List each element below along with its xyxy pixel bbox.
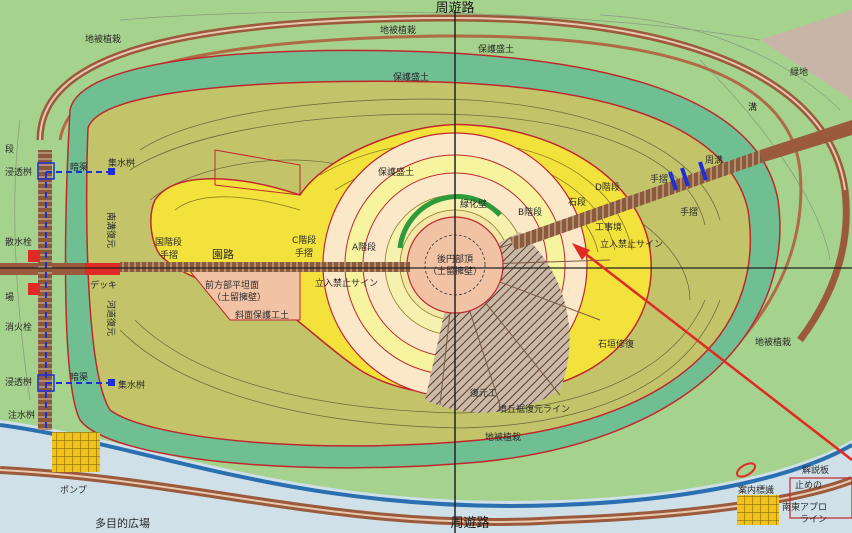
pink-boundary xyxy=(760,10,852,100)
callout-arrow-line xyxy=(577,247,852,461)
label-stair-1: 国階段 xyxy=(155,236,182,248)
ne-path xyxy=(760,120,852,162)
label-handrail-3: 手摺 xyxy=(650,173,668,185)
label-title-top: 周遊路 xyxy=(435,0,474,16)
label-ground-cover-2: 地被植栽 xyxy=(380,24,416,36)
label-ditch: 溝 xyxy=(748,101,757,113)
west-vertical-path xyxy=(38,150,52,430)
label-moat: 周溝 xyxy=(705,154,723,166)
label-stair-3: A階段 xyxy=(352,241,376,253)
yellow-plaza-east xyxy=(737,495,779,525)
blue-markers xyxy=(668,161,708,191)
label-walkway: 園路 xyxy=(212,248,234,261)
label-guide-sign: 案内標識 xyxy=(738,484,774,496)
red-marker-1 xyxy=(28,250,40,262)
label-inlet: 注水桝 xyxy=(8,409,35,421)
label-restore: 復元工 xyxy=(470,387,497,399)
label-left-a: 段 xyxy=(5,143,14,155)
label-ground-cover-1: 地被植栽 xyxy=(85,33,121,45)
label-stone-steps: 石段 xyxy=(568,196,586,208)
green-arc xyxy=(397,194,502,249)
label-slope: 斜面保護工土 xyxy=(235,309,289,321)
label-stair-4: B階段 xyxy=(518,206,542,218)
label-stone: 石垣修復 xyxy=(598,338,634,350)
label-handrail-2: 手摺 xyxy=(295,247,313,259)
label-boundary: 工事境 xyxy=(595,221,622,233)
label-hem-line: 墳丘裾復元ライン xyxy=(498,403,570,415)
callout-arrow-head xyxy=(572,243,590,260)
label-info-board: 解説板 xyxy=(802,464,829,476)
yellow-plaza-west xyxy=(52,432,100,472)
label-pump: ポンプ xyxy=(60,485,87,496)
label-protect-2: 保護盛土 xyxy=(393,71,429,83)
label-no-entry-2: 立入禁止サイン xyxy=(600,238,663,250)
label-handrail-4: 手摺 xyxy=(680,206,698,218)
access-box xyxy=(789,477,852,519)
label-summit-sub: （土留擁壁） xyxy=(428,265,482,277)
label-front-flat: 前方部平坦面 xyxy=(205,279,259,291)
label-catch-basin-1: 集水桝 xyxy=(108,157,135,169)
label-left-d: 消火栓 xyxy=(5,321,32,333)
label-catch-basin-2: 集水桝 xyxy=(118,379,145,391)
outer-path-ring-center xyxy=(39,16,846,191)
label-ground-cover-4: 地被植栽 xyxy=(485,431,521,443)
label-title-bottom: 周遊路 xyxy=(450,515,489,531)
label-plaza: 多目的広場 xyxy=(95,516,150,530)
label-access: 南東アプロ xyxy=(782,501,827,513)
drain-lines xyxy=(45,171,112,430)
label-no-entry-1: 立入禁止サイン xyxy=(315,277,378,289)
sign-oval xyxy=(735,462,757,478)
label-protect-1: 保護盛土 xyxy=(478,43,514,55)
label-protect-3: 保護盛土 xyxy=(378,166,414,178)
label-left-c: 場 xyxy=(5,291,14,303)
ne-walkway xyxy=(510,150,764,250)
red-marker-2 xyxy=(28,283,40,295)
label-west-restore: 南溝復元 xyxy=(105,212,117,248)
label-stair-5: D階段 xyxy=(595,181,620,193)
infiltration-box-2 xyxy=(37,374,55,392)
label-culvert-2: 暗渠 xyxy=(70,371,88,383)
label-summit: 後円部頂 xyxy=(437,253,473,265)
label-handrail-1: 手摺 xyxy=(160,249,178,261)
collect-box-1 xyxy=(108,168,115,175)
label-stop: 止めの xyxy=(795,479,822,491)
west-deck xyxy=(85,263,120,275)
label-green: 緑地 xyxy=(790,66,808,78)
label-stair-2: C階段 xyxy=(292,234,316,246)
label-infiltration-2: 浸透桝 xyxy=(5,376,32,388)
bottom-road-area xyxy=(0,420,852,533)
front-outline xyxy=(214,149,301,196)
label-front-flat-sub: （土留擁壁） xyxy=(212,291,266,303)
label-access-2: ライン xyxy=(800,514,827,525)
collect-box-2 xyxy=(108,379,115,386)
label-culvert-1: 暗渠 xyxy=(70,161,88,173)
river-line xyxy=(0,423,852,508)
main-walkway xyxy=(120,262,410,272)
label-river-restore: 河道復元 xyxy=(105,300,117,336)
label-left-b: 散水栓 xyxy=(5,236,32,248)
infiltration-box-1 xyxy=(37,162,55,180)
label-ground-cover-3: 地被植栽 xyxy=(755,336,791,348)
label-deck: デッキ xyxy=(90,279,117,291)
label-green-wall: 緑化壁 xyxy=(460,198,487,210)
label-infiltration-1: 浸透桝 xyxy=(5,166,32,178)
